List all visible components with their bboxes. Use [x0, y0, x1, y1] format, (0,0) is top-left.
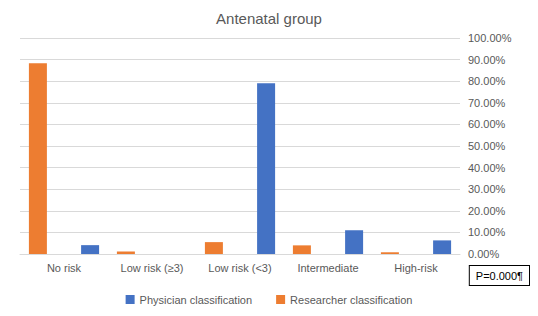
svg-text:30.00%: 30.00% — [468, 183, 506, 195]
svg-text:Low risk (≥3): Low risk (≥3) — [121, 262, 184, 274]
svg-text:70.00%: 70.00% — [468, 97, 506, 109]
svg-text:40.00%: 40.00% — [468, 162, 506, 174]
svg-text:50.00%: 50.00% — [468, 140, 506, 152]
svg-text:100.00%: 100.00% — [468, 32, 512, 44]
svg-text:High-risk: High-risk — [394, 262, 438, 274]
svg-text:P=0.000¶: P=0.000¶ — [476, 270, 523, 282]
svg-text:0.00%: 0.00% — [468, 248, 499, 260]
svg-text:90.00%: 90.00% — [468, 54, 506, 66]
svg-text:Physician classification: Physician classification — [140, 294, 253, 306]
svg-text:Antenatal group: Antenatal group — [216, 10, 322, 27]
svg-text:20.00%: 20.00% — [468, 205, 506, 217]
svg-text:Low risk (<3): Low risk (<3) — [208, 262, 271, 274]
svg-text:10.00%: 10.00% — [468, 226, 506, 238]
svg-text:Researcher classification: Researcher classification — [290, 294, 412, 306]
svg-text:60.00%: 60.00% — [468, 118, 506, 130]
svg-text:Intermediate: Intermediate — [297, 262, 358, 274]
svg-text:80.00%: 80.00% — [468, 75, 506, 87]
svg-text:No risk: No risk — [47, 262, 82, 274]
